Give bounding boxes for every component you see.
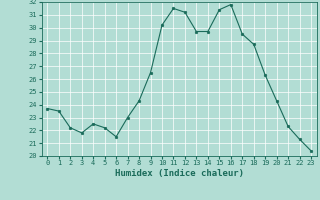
X-axis label: Humidex (Indice chaleur): Humidex (Indice chaleur)	[115, 169, 244, 178]
